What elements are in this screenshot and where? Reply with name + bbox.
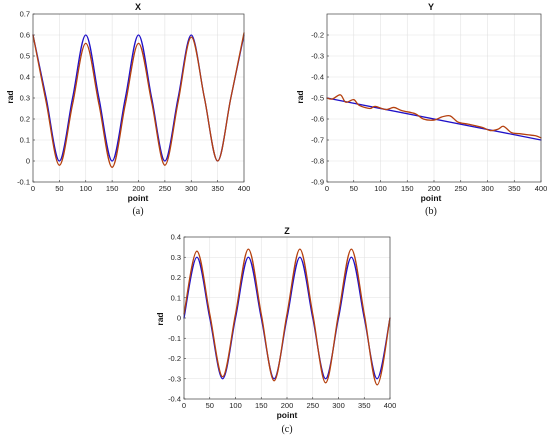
panel-b-ytick-label-7: -0.2	[311, 31, 324, 40]
panel-b-title: Y	[428, 2, 434, 12]
panel-b-series-0-line	[326, 97, 542, 141]
panel-a-caption: (a)	[132, 206, 143, 217]
panel-c-ytick-label-1: -0.3	[168, 374, 181, 383]
panel-b-xlabel: point	[421, 193, 442, 203]
panel-b-xtick-label-8: 400	[535, 184, 548, 193]
panel-c-xtick-label-6: 300	[332, 401, 345, 410]
panel-c-caption: (c)	[281, 424, 292, 435]
panel-b: Y point rad (b) 0 50 100 150 200 250 300 350 400…	[295, 2, 547, 217]
panel-c-ytick-label-7: 0.3	[171, 253, 181, 262]
panel-a-ylabel: rad	[5, 90, 15, 103]
panel-a-ytick-label-3: 0.2	[20, 115, 30, 124]
panel-a-xtick-label-2: 100	[79, 184, 92, 193]
panel-a-ytick-label-2: 0.1	[20, 136, 30, 145]
panel-c-xlabel: point	[277, 410, 298, 420]
panel-c-title: Z	[284, 226, 290, 236]
panel-b-xtick-label-2: 100	[374, 184, 387, 193]
panel-b-ytick-label-6: -0.3	[311, 52, 324, 61]
panel-c-ylabel: rad	[155, 312, 165, 325]
panel-c-xtick-label-1: 50	[206, 401, 214, 410]
panel-a-xtick-label-7: 350	[211, 184, 224, 193]
panel-a-xtick-label-5: 250	[159, 184, 172, 193]
panel-c-ytick-label-2: -0.2	[168, 354, 181, 363]
panel-c-xtick-label-7: 350	[358, 401, 371, 410]
panel-c-axes-frame	[183, 236, 391, 400]
panel-b-ytick-label-1: -0.8	[311, 157, 324, 166]
panel-a: X point rad (a) 0 50 100 150 200 250 300 350 400…	[5, 2, 250, 217]
panel-b-ylabel: rad	[295, 90, 305, 103]
panel-b-xtick-label-3: 150	[401, 184, 414, 193]
panel-a-xtick-label-1: 50	[55, 184, 63, 193]
panel-c-series-1-line	[183, 248, 391, 386]
panel-c-xtick-label-0: 0	[182, 401, 186, 410]
panel-b-xtick-label-4: 200	[428, 184, 441, 193]
panel-a-ytick-label-7: 0.6	[20, 31, 30, 40]
panel-c-xtick-label-4: 200	[281, 401, 294, 410]
panel-b-ytick-label-3: -0.6	[311, 115, 324, 124]
panel-c-xtick-label-3: 150	[255, 401, 268, 410]
panel-c-ytick-label-8: 0.4	[171, 233, 181, 242]
panel-a-title: X	[135, 2, 141, 12]
panel-a-ytick-label-4: 0.3	[20, 94, 30, 103]
panel-a-xtick-label-6: 300	[185, 184, 198, 193]
panel-a-ytick-label-8: 0.7	[20, 10, 30, 19]
panel-b-xtick-label-1: 50	[350, 184, 358, 193]
panel-b-xtick-label-7: 350	[508, 184, 521, 193]
panel-c-ytick-label-6: 0.2	[171, 273, 181, 282]
panel-b-ytick-label-0: -0.9	[311, 178, 324, 187]
panel-c-ytick-label-5: 0.1	[171, 293, 181, 302]
panel-c-xtick-label-2: 100	[229, 401, 242, 410]
panel-a-xtick-label-3: 150	[106, 184, 119, 193]
panel-a-ytick-label-1: 0	[26, 157, 30, 166]
panel-b-series-1-line	[326, 94, 542, 139]
panel-a-axes-frame	[32, 13, 245, 183]
panel-c: Z point rad (c) 0 50 100 150 200 250 300 350 400…	[155, 226, 396, 435]
panel-a-ytick-label-6: 0.5	[20, 52, 30, 61]
panel-a-xtick-label-8: 400	[238, 184, 251, 193]
panel-b-ytick-label-4: -0.5	[311, 94, 324, 103]
panel-a-ytick-label-0: -0.1	[17, 178, 30, 187]
panel-b-caption: (b)	[425, 206, 437, 217]
panel-a-ytick-label-5: 0.4	[20, 73, 30, 82]
panel-c-ytick-label-4: 0	[177, 314, 181, 323]
panel-b-axes-frame	[326, 13, 542, 183]
panel-b-xtick-label-0: 0	[325, 184, 329, 193]
panel-a-xtick-label-0: 0	[31, 184, 35, 193]
panel-b-ytick-label-2: -0.7	[311, 136, 324, 145]
panel-c-xtick-label-8: 400	[384, 401, 397, 410]
panel-c-ytick-label-0: -0.4	[168, 395, 181, 404]
panel-b-xtick-label-6: 300	[481, 184, 494, 193]
panel-b-xtick-label-5: 250	[454, 184, 467, 193]
panel-a-xlabel: point	[128, 193, 149, 203]
panel-b-ytick-label-5: -0.4	[311, 73, 324, 82]
panel-a-series-1-line	[32, 32, 245, 168]
panel-a-xtick-label-4: 200	[132, 184, 145, 193]
panel-c-xtick-label-5: 250	[306, 401, 319, 410]
panel-c-ytick-label-3: -0.1	[168, 334, 181, 343]
